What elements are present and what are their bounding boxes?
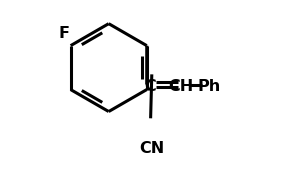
- Text: C: C: [144, 79, 156, 94]
- Text: CN: CN: [139, 141, 164, 156]
- Text: Ph: Ph: [198, 79, 221, 94]
- Text: CH: CH: [169, 79, 194, 94]
- Text: F: F: [59, 26, 70, 41]
